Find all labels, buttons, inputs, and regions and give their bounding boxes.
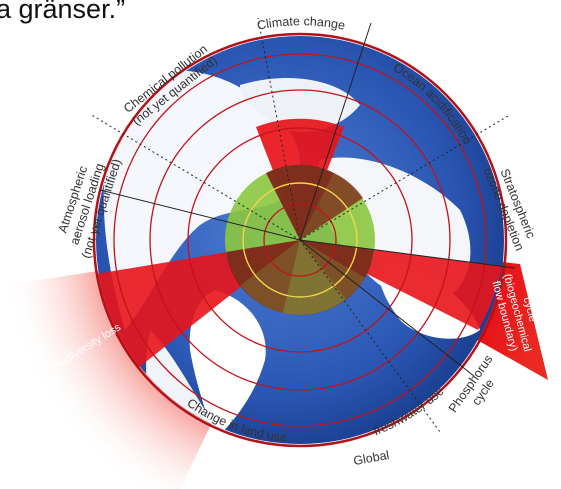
svg-text:Global: Global (352, 448, 390, 468)
nitrogen-dark-wedge (300, 240, 374, 278)
phosphorus-wedge (300, 240, 365, 300)
climate-dark-wedge (266, 164, 334, 240)
safe-ring (242, 182, 358, 298)
label-climate-change: Climate change (256, 14, 347, 32)
sector-dividers (89, 17, 516, 433)
boundary-rings (113, 53, 487, 427)
label-freshwater-line1: Global (352, 448, 390, 468)
outer-ring (92, 32, 508, 448)
ocean-acidification-wedge (300, 173, 363, 240)
heading-text: a gränser.” (0, 0, 126, 24)
